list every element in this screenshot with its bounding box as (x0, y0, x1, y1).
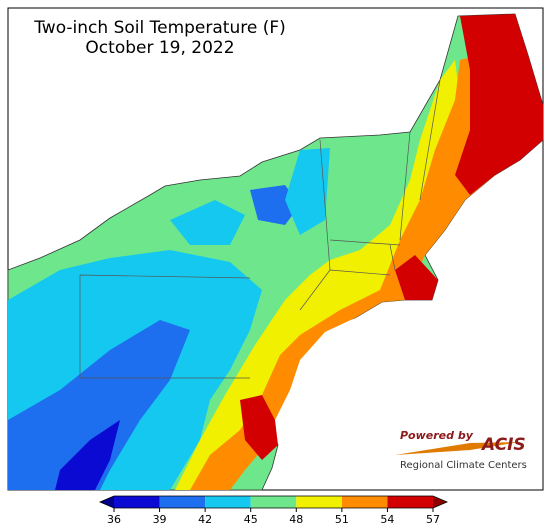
credit-brand: ACIS (480, 435, 526, 455)
colorbar-bin (296, 496, 342, 508)
colorbar-tick-label: 39 (153, 513, 167, 526)
colorbar-bin (250, 496, 297, 508)
colorbar-tick-label: 54 (380, 513, 394, 526)
colorbar-over (433, 496, 447, 508)
colorbar-bin (387, 496, 433, 508)
colorbar-tick-label: 48 (289, 513, 303, 526)
logo-swoosh (395, 442, 520, 455)
colorbar-bin (114, 496, 160, 508)
colorbar-tick-label: 36 (107, 513, 121, 526)
credit-logo: Powered by ACIS Regional Climate Centers (395, 429, 527, 471)
colorbar-bin (159, 496, 206, 508)
credit-line2: Regional Climate Centers (400, 460, 527, 471)
colorbar-tick-label: 57 (426, 513, 440, 526)
colorbar-bin (205, 496, 251, 508)
colorbar-tick-label: 42 (198, 513, 212, 526)
colorbar-bin (341, 496, 388, 508)
colorbar: 36 39 42 45 48 51 54 57 (98, 495, 449, 526)
colorbar-under (100, 496, 114, 508)
colorbar-tick-label: 45 (244, 513, 258, 526)
colorbar-tick-label: 51 (335, 513, 349, 526)
map-land (7, 13, 544, 491)
map-date: October 19, 2022 (85, 38, 234, 58)
credit-line1: Powered by (400, 429, 474, 442)
map-title: Two-inch Soil Temperature (F) (33, 18, 286, 38)
